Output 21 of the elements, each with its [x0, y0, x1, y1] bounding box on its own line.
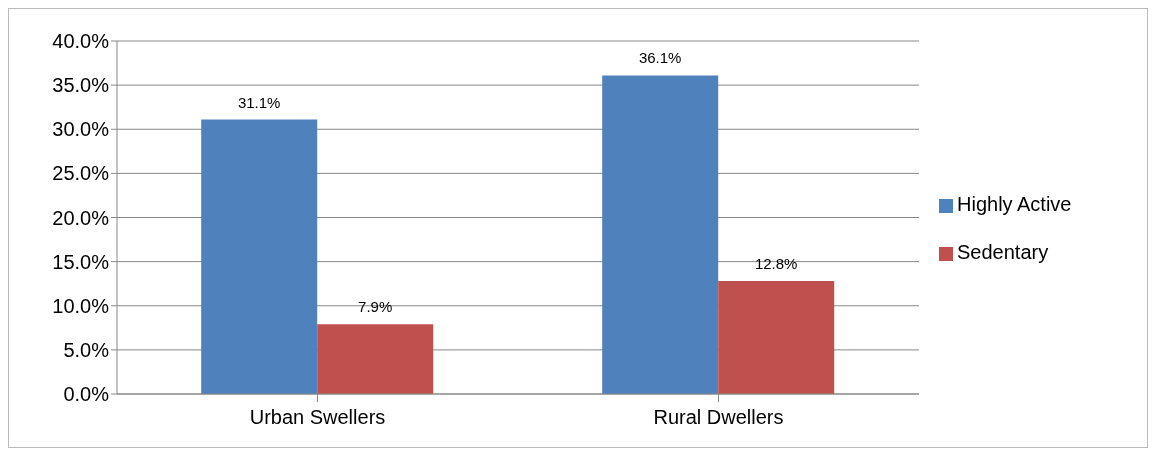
y-tick-label: 5.0% [63, 338, 110, 361]
data-label: 36.1% [638, 49, 682, 67]
data-label: 7.9% [358, 298, 393, 316]
data-label: 12.8% [754, 255, 798, 273]
bar [602, 75, 719, 394]
legend-label: Highly Active [957, 193, 1072, 215]
x-tick-label: Rural Dwellers [653, 406, 784, 429]
y-tick-label: 30.0% [52, 118, 110, 141]
bar [718, 281, 835, 394]
y-tick-label: 20.0% [52, 206, 110, 229]
x-tick-label: Urban Swellers [249, 406, 386, 429]
legend-label: Sedentary [957, 241, 1049, 263]
y-tick-label: 0.0% [63, 383, 110, 406]
y-tick-label: 25.0% [52, 162, 110, 185]
y-tick-label: 10.0% [52, 294, 110, 317]
y-tick-label: 35.0% [52, 74, 110, 97]
y-tick-label: 40.0% [52, 30, 110, 53]
bar [317, 324, 434, 394]
bar [201, 119, 318, 394]
y-tick-label: 15.0% [52, 250, 110, 273]
data-label: 31.1% [237, 93, 281, 111]
